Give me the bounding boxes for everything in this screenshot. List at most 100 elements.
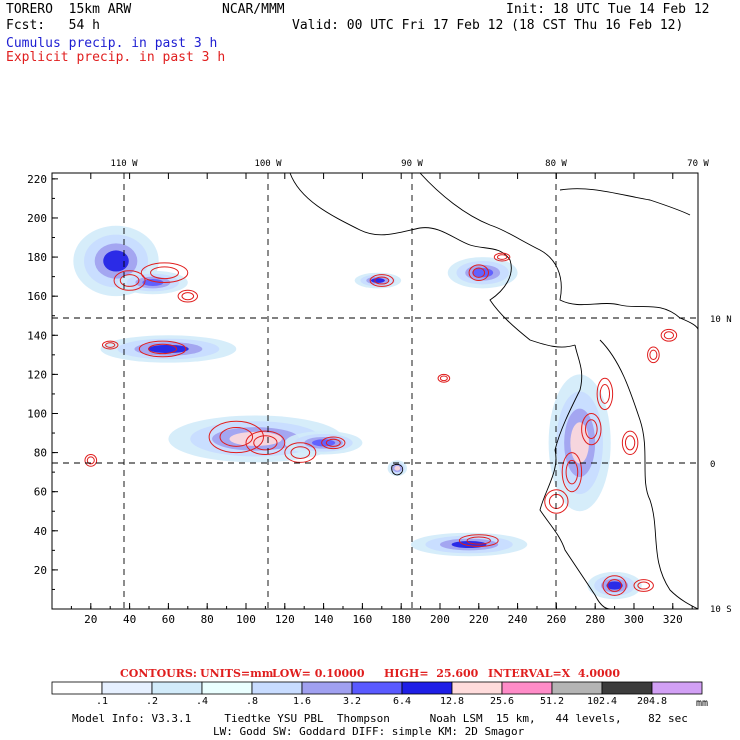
model-info-line1: Model Info: V3.3.1 Tiedtke YSU PBL Thomp… [72,712,688,725]
x-tick-label: 180 [391,613,411,626]
precip-shade [394,465,401,471]
border-andes [599,339,698,609]
x-tick-label: 140 [314,613,334,626]
explicit-contour-17 [584,419,598,440]
explicit-contour-10 [284,442,317,463]
precip-shade [103,250,129,272]
explicit-contour-9 [253,435,278,451]
explicit-contour-0 [119,274,140,287]
explicit-contour-5 [496,254,508,260]
coastline-mexico [289,173,576,348]
explicit-contour-9 [245,430,286,456]
plot-frame [51,172,699,610]
x-tick-label: 40 [123,613,136,626]
center-title: NCAR/MMM [222,2,285,17]
explicit-contour-13 [466,536,491,545]
explicit-contour-6 [138,340,187,358]
lon-label: 80 W [545,159,567,169]
explicit-contour-13 [458,534,499,547]
explicit-contour-1 [150,266,179,280]
explicit-contour-18 [596,377,614,411]
y-tick-label: 180 [27,251,47,264]
latlon-grid [52,173,698,609]
y-tick-label: 80 [34,447,47,460]
coastline-southamerica [539,344,611,609]
y-tick-label: 140 [27,329,47,342]
precip-area-ecuador-colombia [548,374,611,512]
forecast-hour: Fcst: 54 h [6,18,100,33]
explicit-contour-7 [101,340,119,350]
x-tick-label: 20 [84,613,97,626]
lat-label: 0 [710,460,715,470]
precip-area-south-pacific-band [410,532,528,557]
field-cumulus-label: Cumulus precip. in past 3 h [6,36,218,51]
explicit-contour-18 [599,384,611,404]
x-tick-label: 100 [236,613,256,626]
lat-label: 10 N [710,315,732,325]
explicit-contour-22 [607,579,623,592]
precip-shade [311,439,336,447]
explicit-contour-2 [177,289,198,303]
explicit-contour-16 [565,459,579,485]
precip-area-itcz-east [284,431,363,455]
explicit-contour-15 [544,489,569,514]
explicit-contour-11 [321,436,346,450]
x-tick-label: 60 [162,613,175,626]
contours-interval: INTERVAL=X 4.0000 [488,667,620,680]
y-tick-label: 220 [27,173,47,186]
explicit-contour-5 [493,252,511,262]
explicit-contour-23 [637,581,651,590]
axes: 20 40 60 80 100 120 140 160 180 200 220 240 260 280 30… [27,159,732,626]
explicit-contour-3 [374,276,390,285]
explicit-contour-4 [472,267,486,278]
contours-low: LOW= 0.10000 [272,667,365,680]
precip-shade [148,344,189,354]
lon-label: 100 W [254,159,282,169]
explicit-contour-20 [647,346,660,364]
explicit-contour-4 [468,264,489,282]
explicit-contour-21 [663,331,675,340]
explicit-contour-11 [325,438,341,447]
explicit-contour-10 [290,446,311,459]
coastlines [289,173,698,609]
precip-shade [370,278,385,283]
contours-label: CONTOURS: [120,667,197,680]
explicit-contours [84,252,678,596]
model-title: TORERO 15km ARW [6,2,132,17]
explicit-contour-16 [561,452,583,493]
explicit-contour-1 [140,262,189,283]
coastline-cuba [559,188,691,216]
explicit-contour-8 [208,420,264,454]
x-tick-label: 280 [585,613,605,626]
model-info-line2: LW: Godd SW: Goddard DIFF: simple KM: 2D… [213,725,525,738]
lat-label: 10 S [710,605,732,615]
explicit-contour-14 [439,375,448,382]
explicit-contour-0 [113,270,146,291]
precip-shade [606,581,623,590]
y-tick-label: 40 [34,525,47,538]
explicit-contour-7 [105,342,116,348]
y-tick-label: 100 [27,407,47,420]
x-tick-label: 220 [469,613,489,626]
x-tick-label: 300 [624,613,644,626]
explicit-contour-8 [219,427,254,447]
x-tick-label: 200 [430,613,450,626]
x-tick-label: 240 [508,613,528,626]
contours-units: UNITS=mm [200,667,274,680]
y-tick-label: 200 [27,212,47,225]
lon-label: 70 W [687,159,709,169]
y-tick-label: 160 [27,290,47,303]
explicit-contour-6 [148,343,178,355]
lon-label: 90 W [401,159,423,169]
x-tick-label: 260 [546,613,566,626]
explicit-contour-3 [369,274,394,287]
precip-area-baja-band [117,270,188,295]
x-tick-label: 80 [201,613,214,626]
precip-area-eastern-pacific-north [100,335,237,363]
plot-background [52,173,698,609]
precip-shade [142,278,164,287]
y-tick-label: 20 [34,564,47,577]
contours-high: HIGH= 25.600 [384,667,479,680]
explicit-contour-21 [660,328,678,342]
